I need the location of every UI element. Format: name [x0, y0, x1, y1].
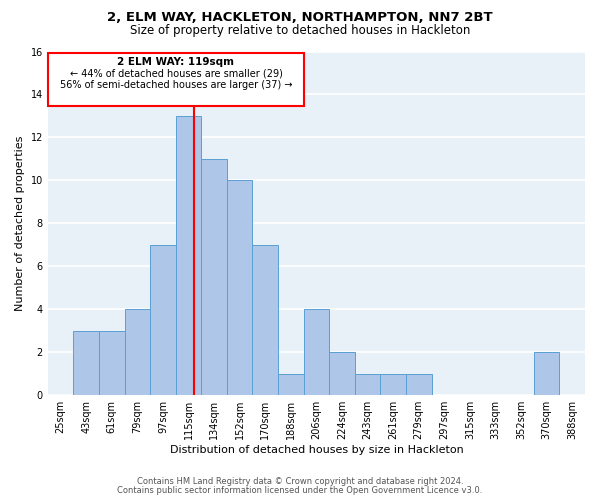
- Text: ← 44% of detached houses are smaller (29): ← 44% of detached houses are smaller (29…: [70, 68, 283, 78]
- Text: 2 ELM WAY: 119sqm: 2 ELM WAY: 119sqm: [118, 57, 235, 67]
- Bar: [125, 310, 150, 395]
- Bar: [304, 310, 329, 395]
- Bar: [253, 245, 278, 395]
- Bar: [406, 374, 431, 395]
- Bar: [355, 374, 380, 395]
- Text: Contains public sector information licensed under the Open Government Licence v3: Contains public sector information licen…: [118, 486, 482, 495]
- Text: 56% of semi-detached houses are larger (37) →: 56% of semi-detached houses are larger (…: [60, 80, 292, 90]
- Text: Contains HM Land Registry data © Crown copyright and database right 2024.: Contains HM Land Registry data © Crown c…: [137, 477, 463, 486]
- Bar: [278, 374, 304, 395]
- Bar: [150, 245, 176, 395]
- Y-axis label: Number of detached properties: Number of detached properties: [15, 136, 25, 311]
- FancyBboxPatch shape: [49, 53, 304, 106]
- Bar: [99, 331, 125, 395]
- Bar: [534, 352, 559, 395]
- Text: 2, ELM WAY, HACKLETON, NORTHAMPTON, NN7 2BT: 2, ELM WAY, HACKLETON, NORTHAMPTON, NN7 …: [107, 11, 493, 24]
- Bar: [227, 180, 253, 395]
- Bar: [380, 374, 406, 395]
- X-axis label: Distribution of detached houses by size in Hackleton: Distribution of detached houses by size …: [170, 445, 463, 455]
- Bar: [201, 159, 227, 395]
- Text: Size of property relative to detached houses in Hackleton: Size of property relative to detached ho…: [130, 24, 470, 37]
- Bar: [73, 331, 99, 395]
- Bar: [329, 352, 355, 395]
- Bar: [176, 116, 201, 395]
